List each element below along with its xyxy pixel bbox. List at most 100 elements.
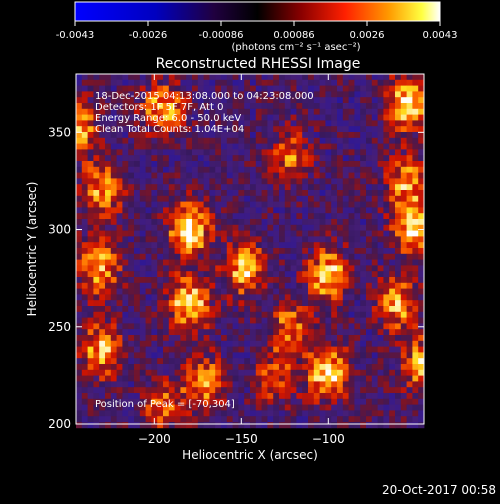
image-pixel xyxy=(337,178,344,185)
image-pixel xyxy=(261,178,268,185)
image-pixel xyxy=(105,155,112,162)
image-pixel xyxy=(331,224,338,231)
image-pixel xyxy=(197,224,204,231)
image-pixel xyxy=(371,375,378,382)
image-pixel xyxy=(366,79,373,86)
image-pixel xyxy=(284,143,291,150)
image-pixel xyxy=(93,97,100,104)
image-pixel xyxy=(366,265,373,272)
image-pixel xyxy=(139,143,146,150)
image-pixel xyxy=(296,108,303,115)
image-pixel xyxy=(232,358,239,365)
image-pixel xyxy=(238,230,245,237)
image-pixel xyxy=(319,108,326,115)
image-pixel xyxy=(197,155,204,162)
image-pixel xyxy=(371,277,378,284)
image-pixel xyxy=(354,230,361,237)
image-pixel xyxy=(203,201,210,208)
image-pixel xyxy=(238,358,245,365)
image-pixel xyxy=(418,416,425,423)
image-pixel xyxy=(180,97,187,104)
image-pixel xyxy=(255,317,262,324)
image-pixel xyxy=(134,213,141,220)
image-pixel xyxy=(412,178,419,185)
image-pixel xyxy=(389,352,396,359)
image-pixel xyxy=(296,381,303,388)
image-pixel xyxy=(302,416,309,423)
image-pixel xyxy=(197,416,204,423)
image-pixel xyxy=(76,242,83,249)
image-pixel xyxy=(76,422,83,429)
image-pixel xyxy=(284,236,291,243)
image-pixel xyxy=(151,219,158,226)
image-pixel xyxy=(290,265,297,272)
image-pixel xyxy=(302,358,309,365)
image-pixel xyxy=(174,358,181,365)
image-pixel xyxy=(308,236,315,243)
image-pixel xyxy=(331,155,338,162)
image-pixel xyxy=(180,422,187,429)
image-pixel xyxy=(395,410,402,417)
image-pixel xyxy=(261,271,268,278)
image-pixel xyxy=(81,288,88,295)
image-pixel xyxy=(163,387,170,394)
image-pixel xyxy=(377,213,384,220)
image-pixel xyxy=(209,224,216,231)
image-pixel xyxy=(313,288,320,295)
image-pixel xyxy=(209,190,216,197)
image-pixel xyxy=(105,74,112,81)
image-pixel xyxy=(406,85,413,92)
image-pixel xyxy=(197,166,204,173)
image-pixel xyxy=(209,85,216,92)
image-pixel xyxy=(250,155,257,162)
image-pixel xyxy=(395,137,402,144)
image-pixel xyxy=(279,149,286,156)
image-pixel xyxy=(395,323,402,330)
image-pixel xyxy=(331,126,338,133)
image-pixel xyxy=(273,178,280,185)
image-pixel xyxy=(319,224,326,231)
image-pixel xyxy=(168,271,175,278)
image-pixel xyxy=(81,190,88,197)
image-pixel xyxy=(151,178,158,185)
image-pixel xyxy=(313,190,320,197)
image-pixel xyxy=(360,335,367,342)
image-pixel xyxy=(290,306,297,313)
image-pixel xyxy=(76,166,83,173)
image-pixel xyxy=(76,178,83,185)
image-pixel xyxy=(87,294,94,301)
image-pixel xyxy=(139,398,146,405)
image-pixel xyxy=(105,340,112,347)
image-pixel xyxy=(360,317,367,324)
image-pixel xyxy=(400,230,407,237)
image-pixel xyxy=(174,393,181,400)
image-pixel xyxy=(76,248,83,255)
image-pixel xyxy=(232,155,239,162)
image-pixel xyxy=(371,253,378,260)
image-pixel xyxy=(93,271,100,278)
image-pixel xyxy=(383,184,390,191)
image-pixel xyxy=(255,219,262,226)
image-pixel xyxy=(418,335,425,342)
image-pixel xyxy=(279,166,286,173)
image-pixel xyxy=(186,311,193,318)
image-pixel xyxy=(116,358,123,365)
image-pixel xyxy=(93,422,100,429)
image-pixel xyxy=(273,85,280,92)
image-pixel xyxy=(145,265,152,272)
image-pixel xyxy=(412,352,419,359)
image-pixel xyxy=(371,271,378,278)
image-pixel xyxy=(389,369,396,376)
image-pixel xyxy=(221,393,228,400)
image-pixel xyxy=(360,300,367,307)
image-pixel xyxy=(255,323,262,330)
image-pixel xyxy=(99,79,106,86)
image-pixel xyxy=(389,242,396,249)
image-pixel xyxy=(389,195,396,202)
image-pixel xyxy=(337,230,344,237)
image-pixel xyxy=(209,248,216,255)
image-pixel xyxy=(395,306,402,313)
image-pixel xyxy=(157,132,164,139)
image-pixel xyxy=(255,282,262,289)
image-pixel xyxy=(226,259,233,266)
